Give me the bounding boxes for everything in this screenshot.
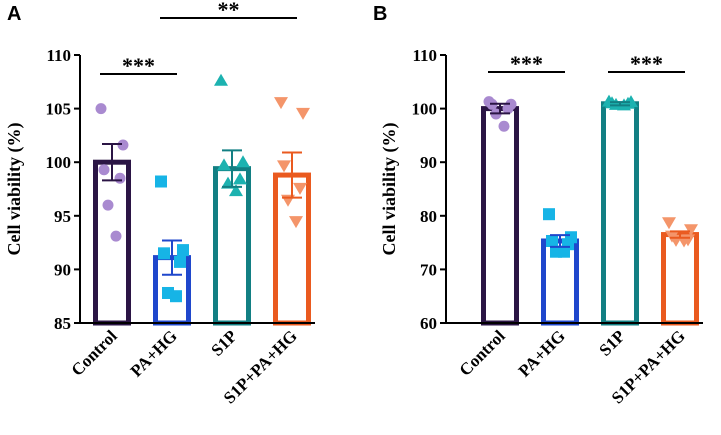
significance-label: ** (218, 0, 240, 22)
panel-label: A (7, 3, 21, 25)
data-point (117, 139, 129, 151)
data-point (174, 255, 186, 268)
data-point (498, 120, 510, 132)
data-point (662, 217, 676, 230)
x-category-label: Control (456, 326, 509, 379)
x-category-label: Control (68, 326, 121, 379)
y-tick-label: 60 (420, 314, 437, 333)
significance-label: *** (510, 51, 543, 76)
bar-control (481, 106, 519, 326)
data-point (502, 103, 514, 115)
significance-label: *** (122, 53, 155, 78)
y-tick-label: 70 (420, 260, 437, 279)
bar-control (93, 159, 131, 326)
y-axis-label: Cell viability (%) (4, 123, 25, 256)
data-point (95, 103, 107, 115)
data-point (98, 164, 110, 176)
x-category-label: S1P (595, 326, 628, 359)
data-point (546, 234, 558, 247)
y-tick-label: 100 (412, 100, 438, 119)
panel-a: A 85 90 95 100 105 110 Cell viability (%) Contro… (4, 0, 315, 407)
data-point (217, 158, 231, 171)
data-point (158, 247, 170, 260)
y-tick-label: 100 (46, 153, 72, 172)
data-point (236, 155, 250, 168)
significance-label: *** (630, 51, 663, 76)
x-category-label: PA+HG (515, 326, 569, 380)
data-point (229, 184, 243, 197)
data-point (543, 208, 555, 221)
data-point (177, 244, 189, 257)
data-point (214, 73, 228, 86)
data-point (277, 160, 291, 173)
y-tick-label: 110 (412, 46, 437, 65)
data-point (274, 97, 288, 110)
data-point (170, 290, 182, 303)
data-point (110, 230, 122, 242)
panel-label: B (373, 3, 387, 25)
y-tick-label: 110 (46, 46, 71, 65)
bar-s1p-pa-hg (661, 232, 699, 326)
data-point (114, 172, 126, 184)
x-category-label: S1P (207, 326, 240, 359)
y-tick-label: 95 (54, 207, 71, 226)
x-category-label: PA+HG (127, 326, 181, 380)
data-point (102, 199, 114, 211)
y-tick-label: 90 (420, 153, 437, 172)
y-tick-label: 90 (54, 260, 71, 279)
y-tick-label: 80 (420, 207, 437, 226)
y-tick-label: 105 (46, 100, 72, 119)
data-point (289, 216, 303, 229)
data-point (155, 175, 167, 188)
y-axis-label: Cell viability (%) (379, 123, 400, 256)
data-point (558, 245, 570, 258)
data-point (684, 224, 698, 237)
panel-b: B 60 70 80 90 100 110 Cell viability (%) Control… (373, 3, 703, 407)
y-tick-label: 85 (54, 314, 71, 333)
bar-s1p (601, 101, 639, 326)
data-point (296, 107, 310, 120)
data-point (233, 172, 247, 185)
data-point (293, 182, 307, 195)
